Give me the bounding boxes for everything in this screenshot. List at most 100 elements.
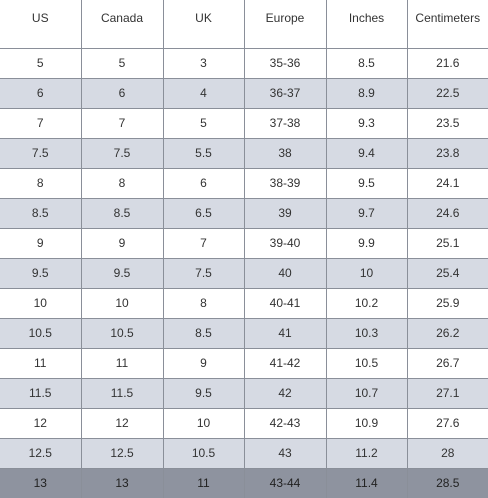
table-row: 7.5 7.5 5.5 38 9.4 23.8 <box>0 137 488 169</box>
table-row: 7 7 5 37-38 9.3 23.5 <box>0 107 488 139</box>
cell-uk: 5.5 <box>162 137 245 169</box>
cell-inches: 11.4 <box>325 467 408 498</box>
cell-us: 12 <box>0 407 82 439</box>
cell-us: 11.5 <box>0 377 82 409</box>
table-row: 10.5 10.5 8.5 41 10.3 26.2 <box>0 317 488 349</box>
cell-canada: 12 <box>80 407 164 439</box>
cell-us: 9 <box>0 227 82 259</box>
cell-europe: 41-42 <box>243 347 327 379</box>
cell-canada: 9.5 <box>80 257 164 289</box>
table-row: 12.5 12.5 10.5 43 11.2 28 <box>0 437 488 469</box>
cell-inches: 9.7 <box>325 197 408 229</box>
cell-uk: 8.5 <box>162 317 245 349</box>
cell-inches: 10.3 <box>325 317 408 349</box>
cell-centimeters: 25.4 <box>406 257 488 289</box>
cell-canada: 7 <box>80 107 164 139</box>
cell-us: 5 <box>0 47 82 79</box>
cell-inches: 10.7 <box>325 377 408 409</box>
cell-europe: 43-44 <box>243 467 327 498</box>
cell-centimeters: 23.5 <box>406 107 488 139</box>
table-row: 9 9 7 39-40 9.9 25.1 <box>0 227 488 259</box>
cell-uk: 6 <box>162 167 245 199</box>
cell-centimeters: 22.5 <box>406 77 488 109</box>
cell-inches: 11.2 <box>325 437 408 469</box>
cell-europe: 38 <box>243 137 327 169</box>
cell-inches: 9.5 <box>325 167 408 199</box>
cell-inches: 10.5 <box>325 347 408 379</box>
cell-canada: 11.5 <box>80 377 164 409</box>
table-row: 10 10 8 40-41 10.2 25.9 <box>0 287 488 319</box>
cell-canada: 11 <box>80 347 164 379</box>
cell-uk: 4 <box>162 77 245 109</box>
table-row: 12 12 10 42-43 10.9 27.6 <box>0 407 488 439</box>
cell-us: 11 <box>0 347 82 379</box>
cell-centimeters: 21.6 <box>406 47 488 79</box>
cell-europe: 41 <box>243 317 327 349</box>
cell-us: 7.5 <box>0 137 82 169</box>
table-row: 8.5 8.5 6.5 39 9.7 24.6 <box>0 197 488 229</box>
cell-us: 10 <box>0 287 82 319</box>
cell-inches: 10.2 <box>325 287 408 319</box>
table-row-highlighted: 13 13 11 43-44 11.4 28.5 <box>0 467 488 498</box>
column-header-uk: UK <box>162 0 245 49</box>
cell-uk: 7.5 <box>162 257 245 289</box>
cell-centimeters: 24.6 <box>406 197 488 229</box>
cell-inches: 8.9 <box>325 77 408 109</box>
cell-canada: 7.5 <box>80 137 164 169</box>
cell-canada: 8.5 <box>80 197 164 229</box>
table-row: 9.5 9.5 7.5 40 10 25.4 <box>0 257 488 289</box>
cell-europe: 42 <box>243 377 327 409</box>
cell-centimeters: 28 <box>406 437 488 469</box>
table-row: 11.5 11.5 9.5 42 10.7 27.1 <box>0 377 488 409</box>
column-header-centimeters: Centimeters <box>406 0 488 49</box>
cell-uk: 5 <box>162 107 245 139</box>
table-row: 8 8 6 38-39 9.5 24.1 <box>0 167 488 199</box>
cell-us: 8.5 <box>0 197 82 229</box>
cell-canada: 10.5 <box>80 317 164 349</box>
cell-uk: 11 <box>162 467 245 498</box>
cell-centimeters: 27.1 <box>406 377 488 409</box>
cell-inches: 9.4 <box>325 137 408 169</box>
cell-europe: 39-40 <box>243 227 327 259</box>
cell-uk: 10 <box>162 407 245 439</box>
cell-centimeters: 26.7 <box>406 347 488 379</box>
cell-us: 9.5 <box>0 257 82 289</box>
cell-centimeters: 24.1 <box>406 167 488 199</box>
cell-europe: 36-37 <box>243 77 327 109</box>
cell-europe: 39 <box>243 197 327 229</box>
cell-uk: 9 <box>162 347 245 379</box>
header-row: US Canada UK Europe Inches Centimeters <box>0 0 488 49</box>
cell-inches: 9.9 <box>325 227 408 259</box>
cell-uk: 3 <box>162 47 245 79</box>
cell-centimeters: 25.1 <box>406 227 488 259</box>
column-header-europe: Europe <box>243 0 327 49</box>
cell-centimeters: 23.8 <box>406 137 488 169</box>
column-header-inches: Inches <box>325 0 408 49</box>
cell-inches: 8.5 <box>325 47 408 79</box>
cell-us: 12.5 <box>0 437 82 469</box>
column-header-us: US <box>0 0 82 49</box>
cell-us: 8 <box>0 167 82 199</box>
table-row: 5 5 3 35-36 8.5 21.6 <box>0 47 488 79</box>
cell-uk: 6.5 <box>162 197 245 229</box>
cell-centimeters: 27.6 <box>406 407 488 439</box>
cell-inches: 10.9 <box>325 407 408 439</box>
cell-europe: 37-38 <box>243 107 327 139</box>
cell-europe: 40 <box>243 257 327 289</box>
cell-europe: 38-39 <box>243 167 327 199</box>
cell-centimeters: 25.9 <box>406 287 488 319</box>
cell-centimeters: 28.5 <box>406 467 488 498</box>
cell-canada: 8 <box>80 167 164 199</box>
cell-europe: 42-43 <box>243 407 327 439</box>
cell-us: 13 <box>0 467 82 498</box>
cell-uk: 7 <box>162 227 245 259</box>
column-header-canada: Canada <box>80 0 164 49</box>
cell-europe: 40-41 <box>243 287 327 319</box>
cell-uk: 8 <box>162 287 245 319</box>
cell-uk: 9.5 <box>162 377 245 409</box>
cell-centimeters: 26.2 <box>406 317 488 349</box>
cell-canada: 13 <box>80 467 164 498</box>
table-row: 11 11 9 41-42 10.5 26.7 <box>0 347 488 379</box>
cell-canada: 9 <box>80 227 164 259</box>
